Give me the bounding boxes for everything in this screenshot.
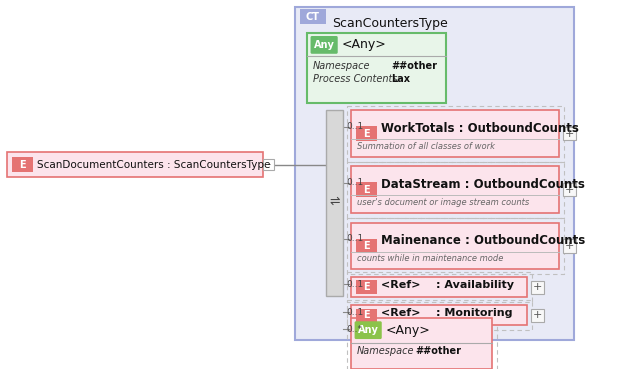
Bar [347, 218, 564, 274]
Text: DataStream : OutboundCounts: DataStream : OutboundCounts [381, 178, 585, 191]
Bar [347, 313, 497, 369]
Bar [347, 162, 564, 218]
Bar [563, 239, 576, 252]
Bar [295, 7, 574, 339]
Bar [356, 238, 376, 254]
Text: Lax: Lax [392, 74, 410, 84]
Text: ScanCountersType: ScanCountersType [332, 17, 448, 30]
Text: WorkTotals : OutboundCounts: WorkTotals : OutboundCounts [381, 122, 579, 135]
Text: Mainenance : OutboundCounts: Mainenance : OutboundCounts [381, 234, 585, 247]
Text: +: + [533, 310, 542, 320]
Bar [347, 272, 532, 302]
Bar [352, 223, 559, 269]
Text: Namespace: Namespace [357, 346, 414, 356]
Text: <Any>: <Any> [342, 38, 387, 51]
Text: ##other: ##other [415, 346, 461, 356]
Bar [356, 182, 376, 197]
Text: E: E [19, 160, 26, 170]
Text: <Ref>    : Monitoring: <Ref> : Monitoring [381, 308, 513, 318]
Text: E: E [363, 310, 370, 320]
Text: Summation of all classes of work: Summation of all classes of work [357, 142, 495, 151]
Bar [312, 37, 336, 52]
Bar [352, 305, 528, 325]
Text: <Any>: <Any> [386, 324, 431, 337]
Text: +: + [565, 241, 574, 251]
Bar [356, 280, 376, 294]
Text: 0..1: 0..1 [347, 280, 364, 289]
Text: 0..1: 0..1 [347, 234, 364, 244]
Text: 0..1: 0..1 [347, 122, 364, 131]
Bar [352, 277, 528, 297]
Text: user's document or image stream counts: user's document or image stream counts [357, 198, 529, 207]
Bar [352, 318, 492, 369]
Text: Any: Any [358, 325, 379, 335]
Bar [12, 157, 33, 172]
Text: 0..1: 0..1 [347, 178, 364, 187]
Text: E: E [363, 241, 370, 251]
FancyBboxPatch shape [311, 36, 338, 54]
Text: +: + [565, 129, 574, 139]
Text: Process Contents: Process Contents [313, 74, 397, 84]
Bar [563, 127, 576, 140]
Text: +: + [533, 282, 542, 292]
Text: -: - [267, 160, 270, 169]
Bar [300, 9, 326, 24]
Bar [356, 126, 376, 141]
Text: E: E [363, 129, 370, 139]
Text: counts while in maintenance mode: counts while in maintenance mode [357, 254, 503, 263]
Bar [352, 166, 559, 213]
Bar [356, 308, 376, 322]
Bar [347, 106, 564, 162]
Text: Namespace: Namespace [313, 61, 370, 71]
FancyBboxPatch shape [355, 321, 382, 339]
Text: 0..*: 0..* [347, 325, 363, 334]
Text: +: + [565, 185, 574, 195]
Bar [563, 183, 576, 196]
Text: CT: CT [306, 12, 320, 22]
Text: Any: Any [314, 40, 335, 50]
Bar [531, 280, 544, 294]
Text: ##other: ##other [392, 61, 438, 71]
Text: ⇌: ⇌ [329, 194, 340, 208]
Bar [308, 33, 446, 103]
Text: <Ref>    : Availability: <Ref> : Availability [381, 280, 514, 290]
Bar [531, 308, 544, 322]
Text: E: E [363, 185, 370, 195]
Bar [7, 152, 264, 177]
Text: ScanDocumentCounters : ScanCountersType: ScanDocumentCounters : ScanCountersType [37, 160, 271, 170]
Text: 0..1: 0..1 [347, 308, 364, 317]
Bar [347, 300, 532, 330]
Bar [352, 110, 559, 157]
Bar [326, 110, 343, 296]
Bar [264, 159, 275, 170]
Text: E: E [363, 282, 370, 292]
